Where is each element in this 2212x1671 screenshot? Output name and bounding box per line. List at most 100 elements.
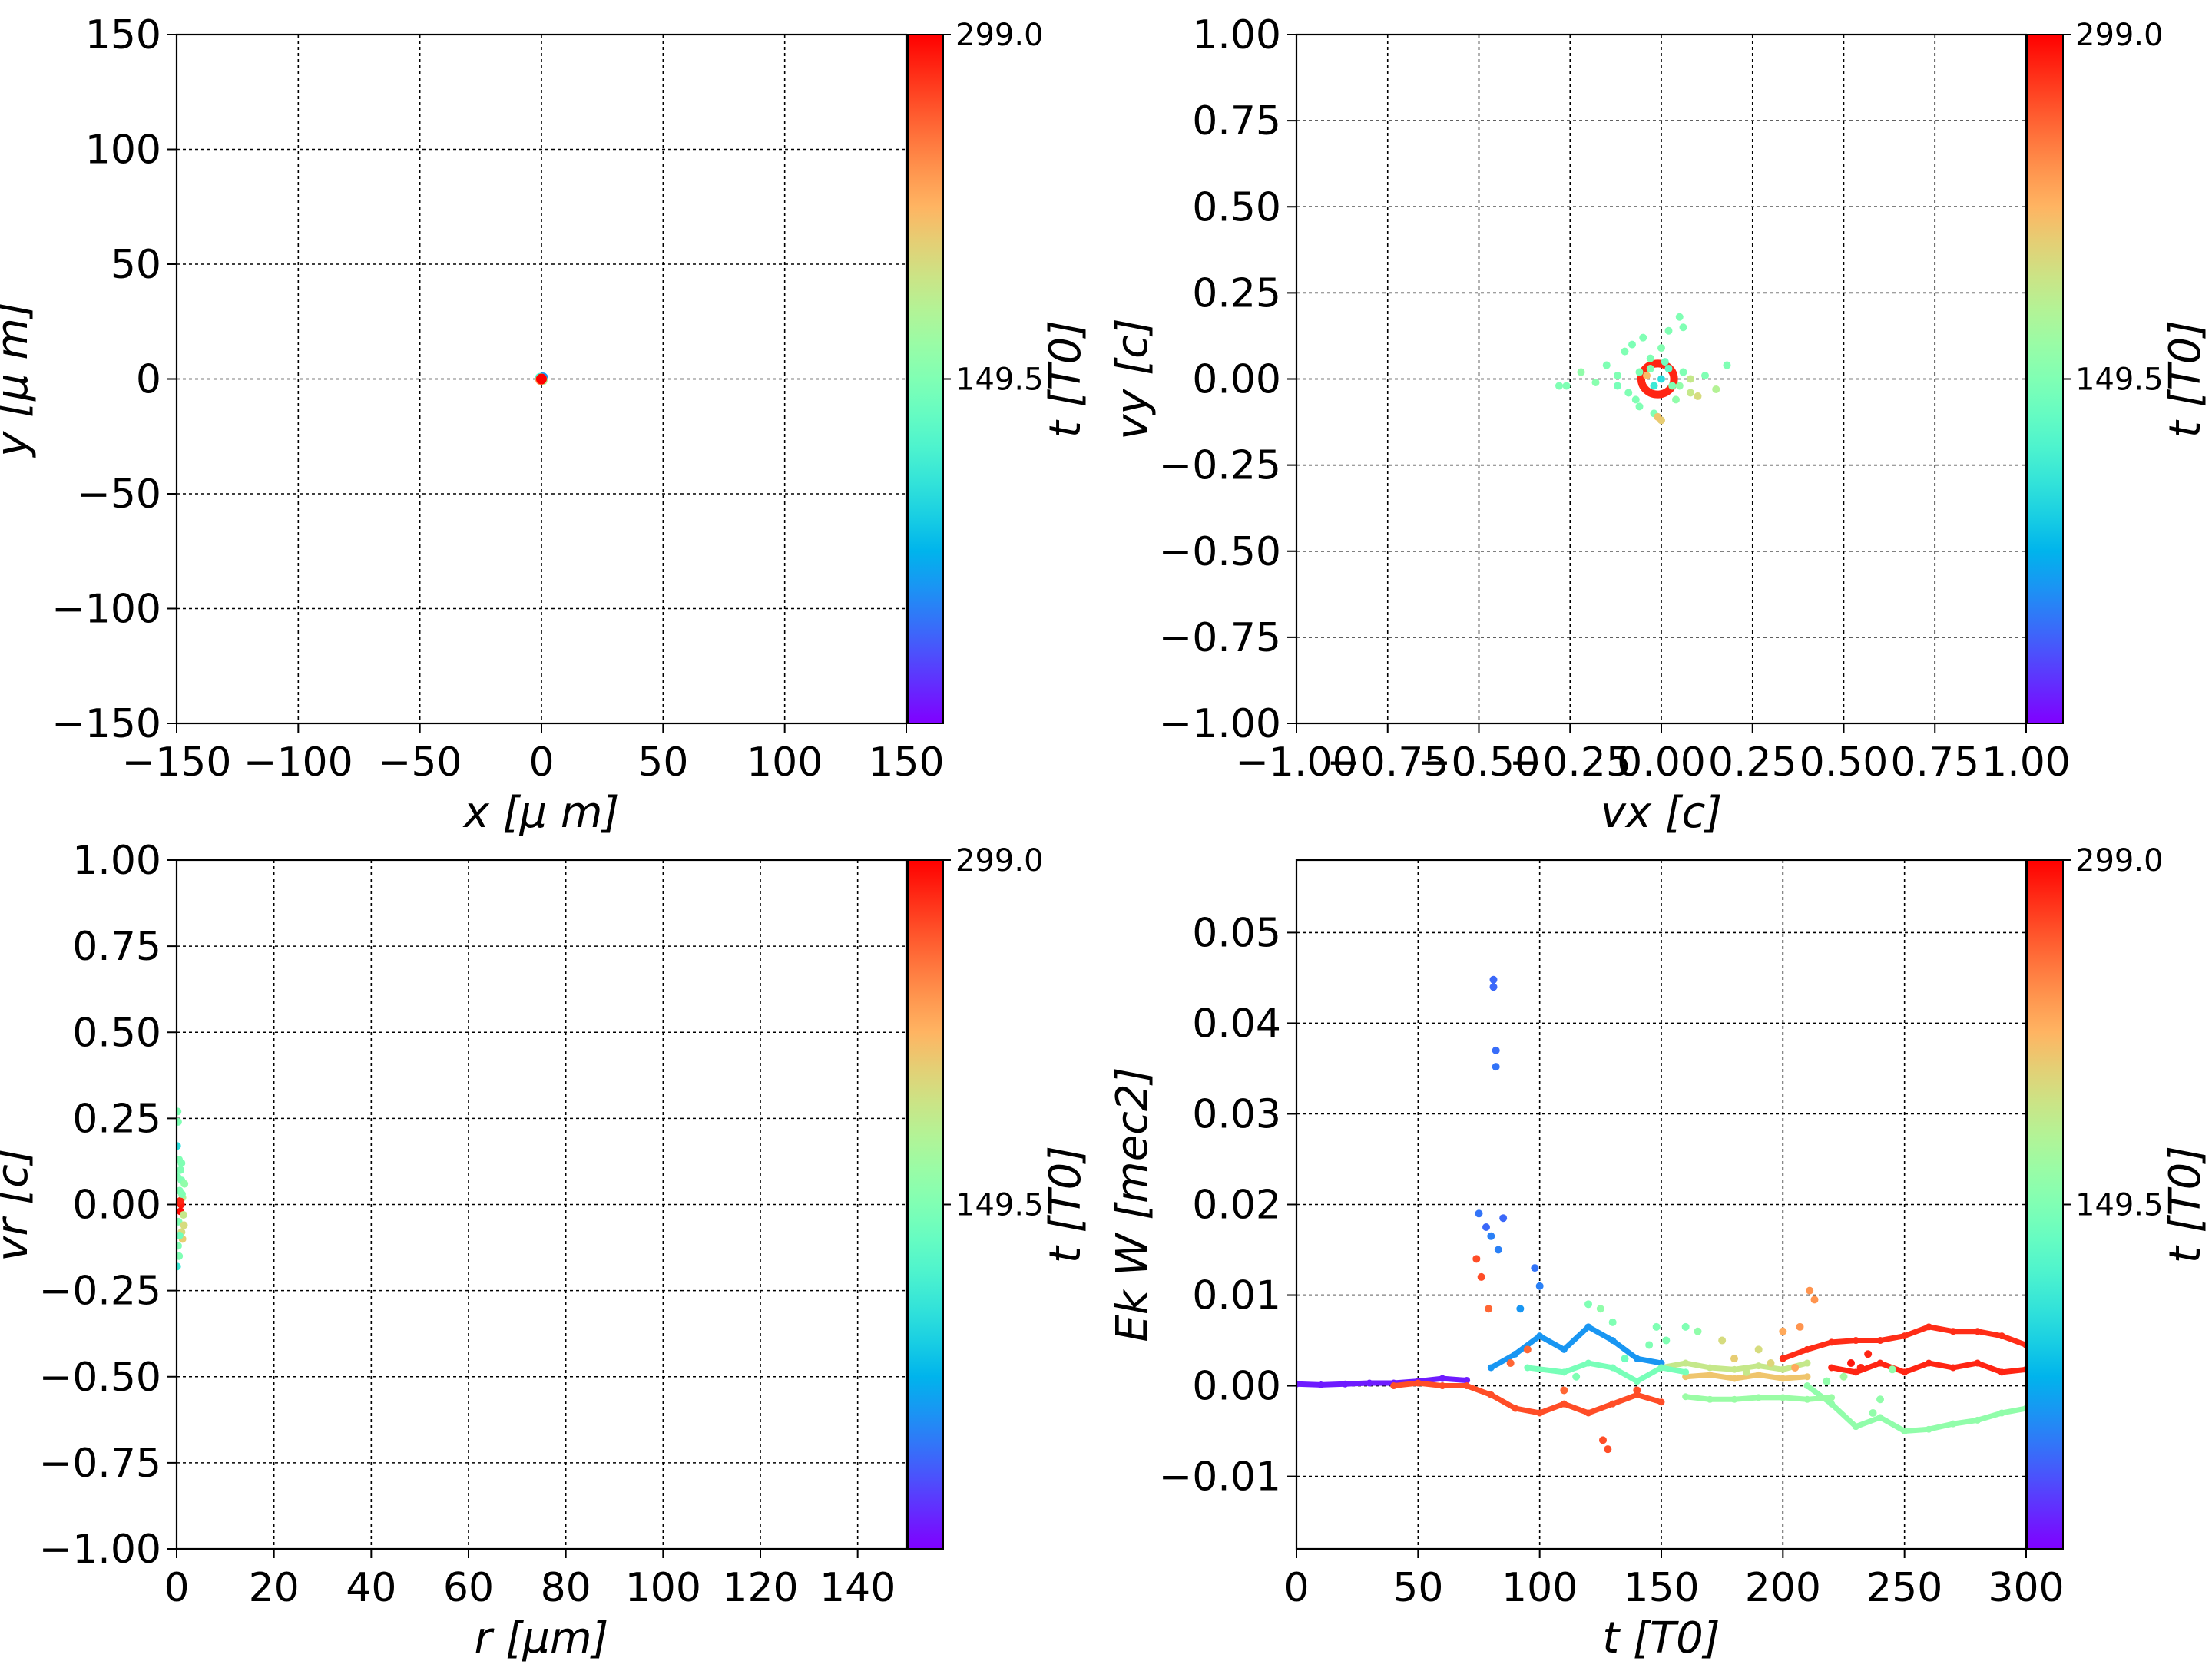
data-point <box>1584 1300 1592 1309</box>
data-point <box>1621 1355 1629 1363</box>
data-point <box>177 1262 181 1271</box>
series-point <box>1706 1395 1714 1403</box>
panel-4: 0 50 100 150 200 250 300 −0.01 0.00 0.01 0.02 0.03 0… <box>1108 843 2210 1663</box>
series-point <box>1463 1382 1471 1390</box>
data-point <box>1506 1359 1515 1368</box>
plot-area <box>1296 975 2026 1454</box>
series-point <box>2022 1341 2026 1348</box>
data-point <box>1742 1368 1750 1376</box>
data-point <box>177 1173 182 1181</box>
x-tick-label: 0 <box>528 740 554 786</box>
series-point <box>1512 1350 1519 1358</box>
colorbar-tick-label: 299.0 <box>2075 18 2164 53</box>
x-tick-label: 0.75 <box>1890 740 1979 786</box>
y-tick-label: −0.25 <box>39 1269 161 1315</box>
x-tick-label: 100 <box>747 740 823 786</box>
x-tick-label: 150 <box>1623 1565 1699 1611</box>
data-point <box>1492 1046 1500 1054</box>
series-point <box>1730 1365 1738 1373</box>
colorbar-label: t [T0] <box>1041 1146 1091 1263</box>
series-point <box>1706 1364 1714 1372</box>
series-point <box>1296 1380 1300 1388</box>
data-point <box>1664 326 1673 335</box>
y-tick-label: −0.25 <box>1159 443 1281 489</box>
panel-2: −1.00−0.75−0.50−0.250.00 0.25 0.50 0.75 1.00… <box>1108 12 2210 838</box>
series-point <box>1828 1338 1836 1346</box>
x-tick-label: 0.25 <box>1708 740 1797 786</box>
series-point <box>1998 1368 2005 1376</box>
series-point <box>1439 1375 1446 1382</box>
series-point <box>1439 1382 1446 1390</box>
series-point <box>1949 1420 1957 1428</box>
x-tick-label: 300 <box>1988 1565 2064 1611</box>
series-point <box>1925 1425 1932 1433</box>
data-point <box>1475 1209 1483 1218</box>
y-tick-label: −0.75 <box>39 1441 161 1487</box>
series-point <box>1730 1375 1738 1382</box>
y-tick-label: 0.00 <box>1192 1364 1281 1410</box>
y-tick-label: 0.25 <box>72 1096 161 1142</box>
data-point <box>1876 1395 1884 1404</box>
x-axis-label: t [T0] <box>1602 1613 1720 1663</box>
series-point <box>1828 1364 1836 1372</box>
series-point <box>1524 1364 1532 1372</box>
y-tick-label: 100 <box>85 127 161 174</box>
y-tick-label: 0.75 <box>1192 98 1281 144</box>
series-point <box>1876 1414 1884 1421</box>
series-point <box>1706 1371 1714 1378</box>
series-point <box>1536 1332 1544 1340</box>
data-point <box>1646 354 1654 362</box>
y-tick-label: −100 <box>51 587 161 633</box>
data-point <box>180 1221 188 1229</box>
series-point <box>2022 1405 2026 1412</box>
data-point <box>1635 402 1644 411</box>
data-point <box>1599 1436 1607 1444</box>
colorbar-tick-label: 149.5 <box>2075 362 2164 398</box>
data-point <box>1560 1386 1568 1395</box>
series-point <box>1560 1400 1568 1408</box>
data-point <box>1869 1408 1877 1417</box>
series-point <box>1609 1364 1617 1372</box>
x-tick-label: −0.50 <box>1418 740 1540 786</box>
data-point <box>536 373 547 385</box>
series-point <box>1682 1393 1690 1401</box>
data-point <box>1482 1223 1490 1232</box>
x-tick-label: 0.00 <box>1617 740 1706 786</box>
data-point <box>177 1166 185 1174</box>
y-axis-label: Ek W [mec2] <box>1108 1067 1157 1342</box>
data-point <box>177 1190 186 1199</box>
series-point <box>1682 1359 1690 1367</box>
series-line <box>1685 1372 1808 1381</box>
series-point <box>1925 1323 1932 1331</box>
data-point <box>1572 1372 1581 1381</box>
series-point <box>1633 1355 1641 1362</box>
colorbar <box>2027 34 2064 724</box>
data-point <box>177 1107 182 1116</box>
data-point <box>1654 412 1662 421</box>
colorbar-tick-label: 299.0 <box>955 843 1044 879</box>
series-point <box>1779 1394 1786 1401</box>
series-point <box>1852 1368 1859 1376</box>
series-point <box>1803 1373 1811 1381</box>
series-point <box>1463 1376 1471 1384</box>
y-tick-label: 0.00 <box>72 1183 161 1229</box>
x-tick-label: 40 <box>346 1565 396 1611</box>
y-tick-label: 0.03 <box>1192 1091 1281 1137</box>
data-point <box>1608 1318 1617 1326</box>
colorbar <box>907 34 944 724</box>
y-tick-label: −1.00 <box>39 1527 161 1573</box>
series-point <box>1925 1359 1932 1367</box>
colorbar-tick-label: 149.5 <box>2075 1188 2164 1223</box>
data-point <box>1661 358 1669 366</box>
series-point <box>2022 1365 2026 1373</box>
colorbar-tick-label: 299.0 <box>2075 843 2164 879</box>
data-point <box>1577 368 1585 376</box>
series-point <box>1584 1409 1592 1417</box>
data-point <box>1856 1363 1865 1372</box>
data-point <box>177 1197 184 1206</box>
series-line <box>1805 1383 2026 1434</box>
axes-frame <box>1295 33 2028 725</box>
data-point <box>1687 389 1694 397</box>
data-point <box>177 1117 182 1126</box>
data-point <box>1494 1246 1502 1254</box>
